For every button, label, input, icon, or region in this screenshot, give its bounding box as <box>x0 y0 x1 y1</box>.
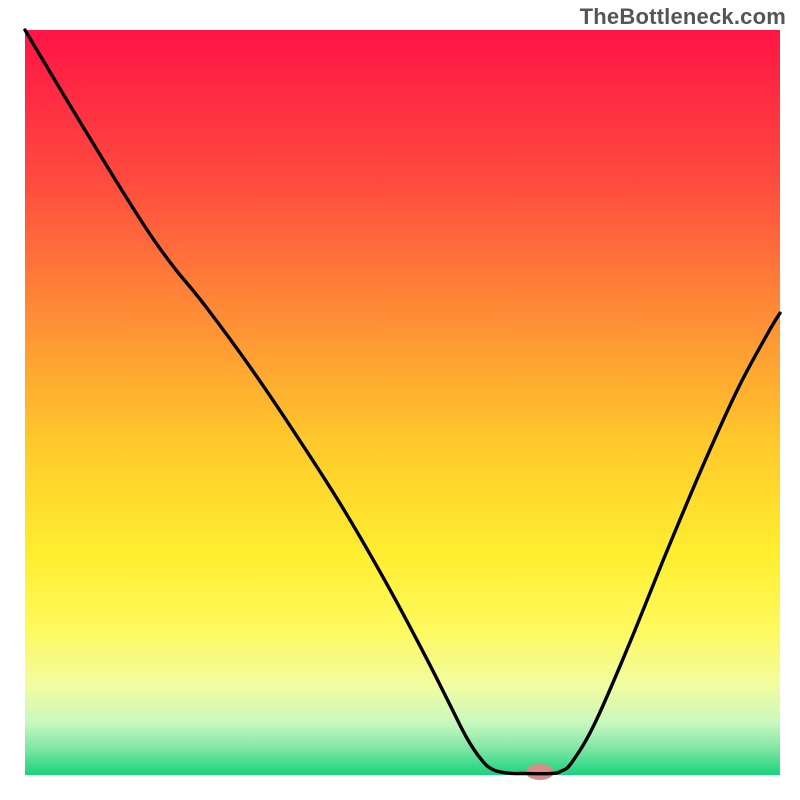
chart-container: { "watermark": { "text": "TheBottleneck.… <box>0 0 800 800</box>
watermark-text: TheBottleneck.com <box>580 4 786 30</box>
gradient-background <box>25 30 780 775</box>
bottleneck-chart <box>0 0 800 800</box>
